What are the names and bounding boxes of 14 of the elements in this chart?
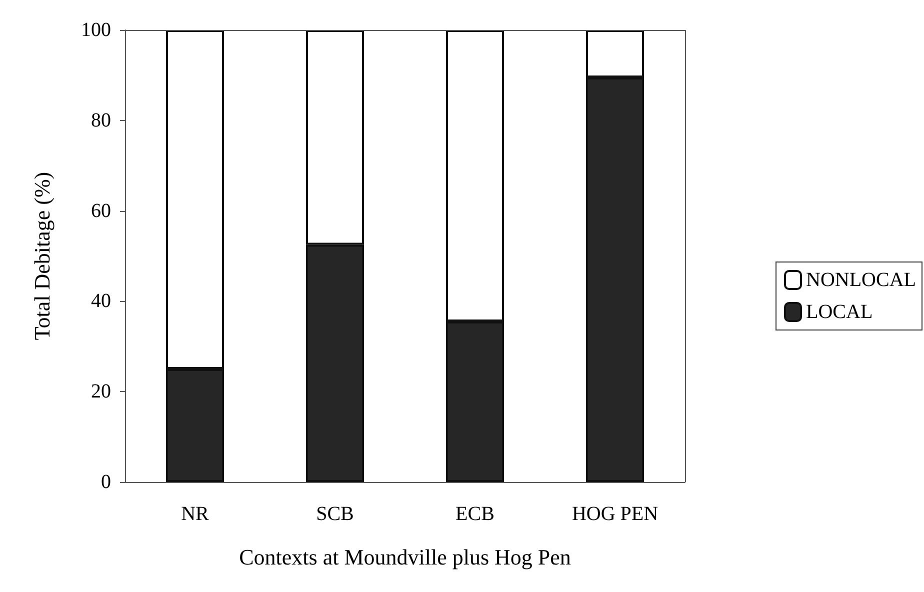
x-tick-label: NR [181,503,210,525]
legend-label: LOCAL [806,301,873,323]
y-tick-label: 0 [101,471,111,493]
y-tick-label: 60 [91,200,111,222]
y-tick-label: 80 [91,109,111,132]
x-tick-label: ECB [456,503,494,525]
x-tick-label: SCB [316,503,354,525]
y-tick-label: 40 [91,290,111,312]
x-axis-title: Contexts at Moundville plus Hog Pen [239,544,571,570]
y-tick-label: 100 [81,19,111,41]
x-tick-label: HOG PEN [572,503,658,525]
legend-label: NONLOCAL [806,269,916,291]
y-axis-title: Total Debitage (%) [30,172,54,340]
y-tick-label: 20 [91,380,111,403]
